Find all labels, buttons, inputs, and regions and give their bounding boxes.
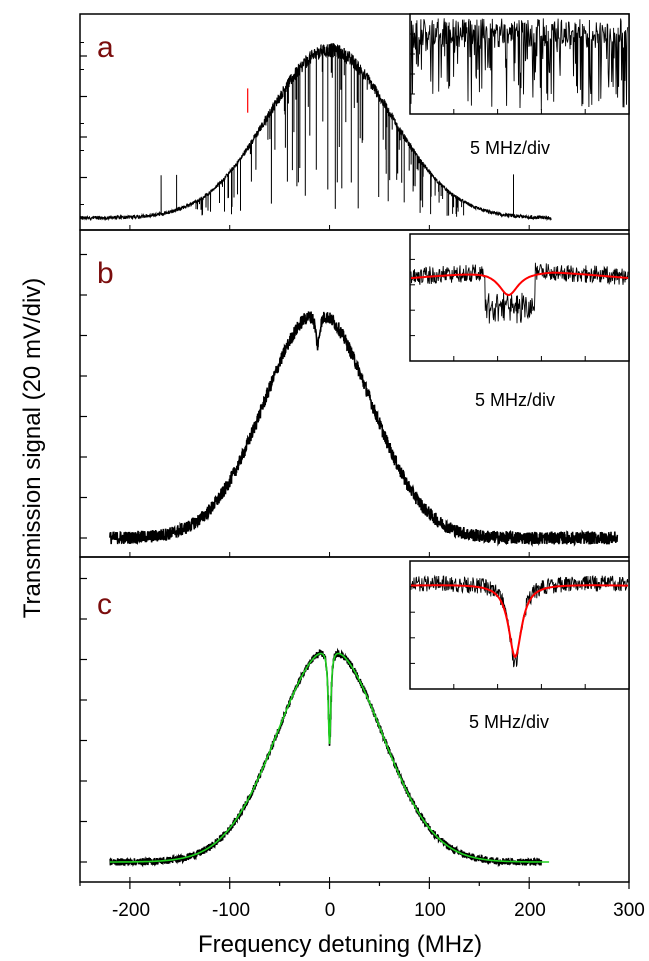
- inset-b-fit-curve: [410, 271, 629, 297]
- inset-b-scale-label: 5 MHz/div: [475, 390, 555, 410]
- inset-a-scale-label: 5 MHz/div: [470, 138, 550, 158]
- panel-a-trace: [79, 43, 552, 222]
- panel-a-letter: a: [97, 31, 114, 64]
- x-tick-label: -100: [212, 900, 250, 921]
- tick-marks: [79, 42, 630, 889]
- panel-b-trace: [109, 311, 619, 547]
- inset-b-trace: [410, 262, 629, 324]
- x-tick-label: 100: [414, 900, 446, 921]
- panel-b-letter: b: [97, 257, 114, 290]
- panel-c-fit-curve: [109, 652, 550, 863]
- inset-b-frame: [409, 233, 630, 362]
- insets: [409, 13, 630, 690]
- x-tick-label: -200: [112, 900, 150, 921]
- x-tick-label: 300: [613, 900, 645, 921]
- panel-c-frame: [79, 556, 630, 883]
- x-tick-label: 200: [514, 900, 546, 921]
- x-tick-label: 0: [325, 900, 336, 921]
- traces: [79, 43, 619, 868]
- inset-c-scale-label: 5 MHz/div: [469, 712, 549, 732]
- x-axis-title: Frequency detuning (MHz): [198, 931, 482, 958]
- inset-c-fit-curve: [411, 584, 628, 659]
- y-axis-title: Transmission signal (20 mV/div): [19, 278, 46, 619]
- panel-c-letter: c: [97, 588, 112, 621]
- inset-a-trace: [410, 18, 629, 111]
